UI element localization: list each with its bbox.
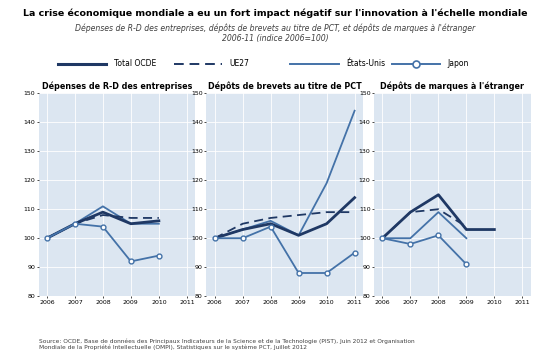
Text: UE27: UE27 (230, 59, 250, 68)
Title: Dépenses de R-D des entreprises: Dépenses de R-D des entreprises (42, 82, 192, 91)
Text: Dépenses de R-D des entreprises, dépôts de brevets au titre de PCT, et dépôts de: Dépenses de R-D des entreprises, dépôts … (75, 23, 475, 33)
Text: 2006-11 (indice 2006=100): 2006-11 (indice 2006=100) (222, 34, 328, 43)
Title: Dépôts de brevets au titre de PCT: Dépôts de brevets au titre de PCT (208, 82, 361, 91)
Text: États-Unis: États-Unis (346, 59, 385, 68)
Text: La crise économique mondiale a eu un fort impact négatif sur l'innovation à l'éc: La crise économique mondiale a eu un for… (23, 9, 527, 18)
Text: Source: OCDE, Base de données des Principaux Indicateurs de la Science et de la : Source: OCDE, Base de données des Princi… (39, 338, 414, 350)
Title: Dépôts de marques à l'étranger: Dépôts de marques à l'étranger (381, 82, 524, 91)
Text: Japon: Japon (448, 59, 469, 68)
Text: Total OCDE: Total OCDE (113, 59, 156, 68)
